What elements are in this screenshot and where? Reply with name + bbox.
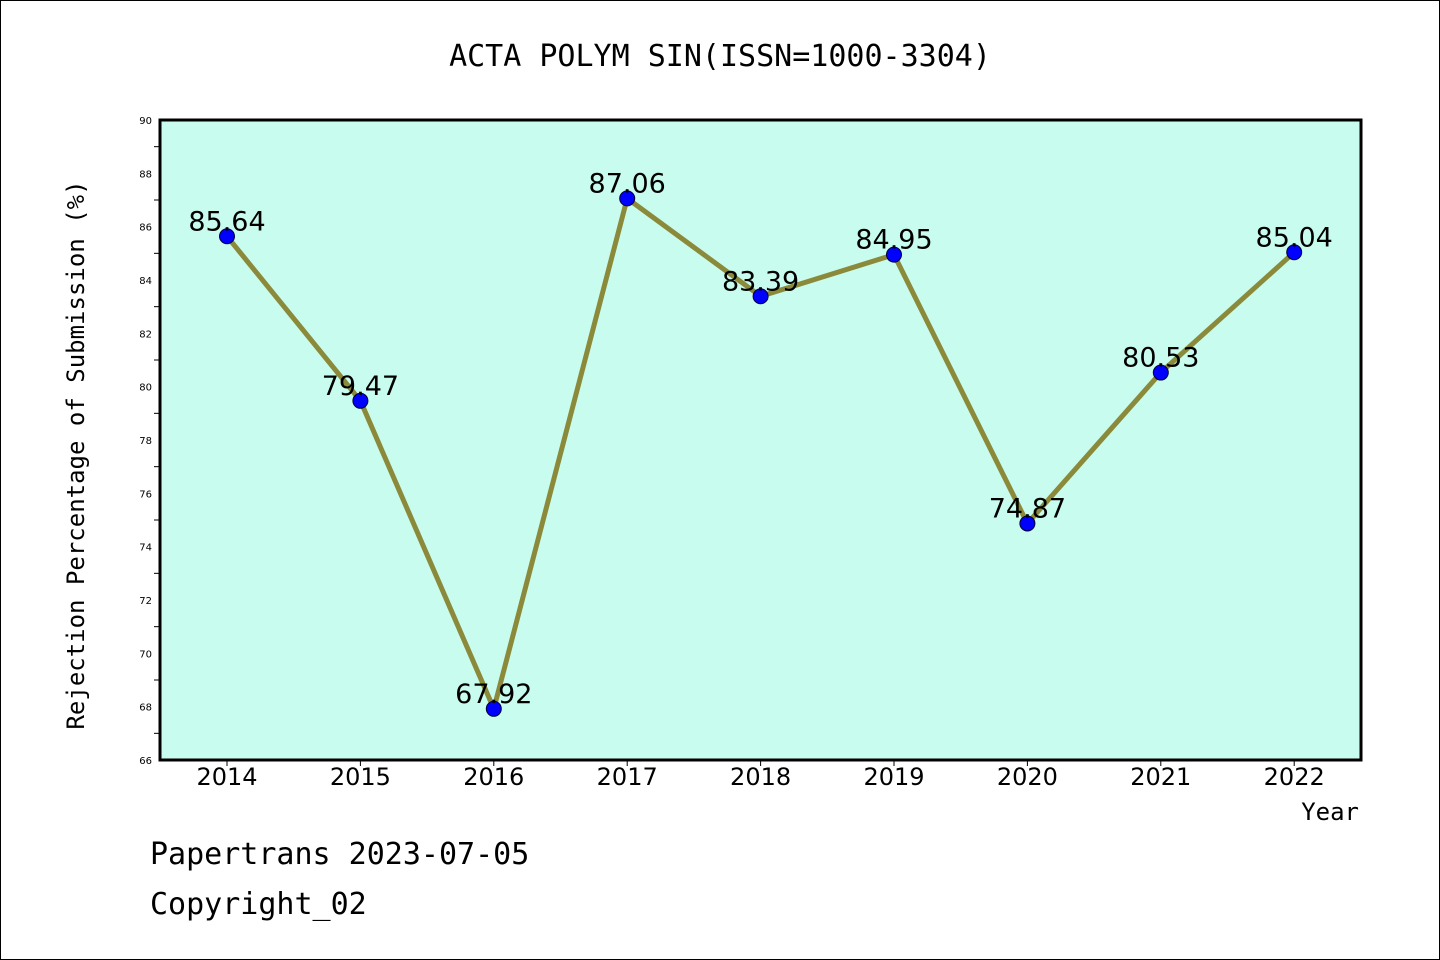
x-tick-label: 2015 [330,763,391,791]
data-label: 87.06 [589,168,666,199]
y-tick-label: 90 [139,116,152,127]
x-axis: 2014 2015 2016 2017 2018 2019 2020 2021 2022 [196,760,1325,791]
x-axis-label: Year [1301,798,1359,826]
data-label: 83.39 [722,266,799,297]
y-tick-label: 74 [139,543,152,554]
x-tick-label: 2022 [1264,763,1325,791]
data-point [619,190,636,207]
data-label: 84.95 [855,225,932,256]
y-tick-label: 70 [139,649,152,660]
x-tick-label: 2016 [463,763,524,791]
x-tick-label: 2014 [196,763,257,791]
y-tick-label: 82 [139,329,152,340]
data-label: 79.47 [322,371,399,402]
plot-area [158,118,1363,762]
footer-copyright: Copyright_02 [150,887,367,922]
y-axis: 66 68 70 72 74 76 78 80 82 84 86 88 90 [139,116,160,767]
data-point [352,392,369,409]
data-point [1152,364,1169,381]
y-tick-label: 66 [139,756,152,767]
data-label: 80.53 [1122,343,1199,374]
chart-title: ACTA POLYM SIN(ISSN=1000-3304) [449,39,991,74]
y-axis-label: Rejection Percentage of Submission (%) [62,180,90,729]
data-point [1286,244,1303,261]
x-tick-label: 2019 [863,763,924,791]
x-tick-label: 2020 [997,763,1058,791]
y-tick-label: 72 [139,596,152,607]
data-point [485,700,502,717]
data-point [1019,515,1036,532]
y-tick-label: 68 [139,703,152,714]
data-point [886,246,902,263]
data-labels: 85.64 79.47 67.92 87.06 83.39 84.95 74.87 80.53… [188,168,1332,709]
data-label: 74.87 [989,493,1066,524]
x-tick-label: 2018 [730,763,791,791]
data-label: 85.04 [1256,222,1333,253]
x-tick-label: 2021 [1130,763,1191,791]
y-tick-label: 86 [139,223,152,234]
x-tick-label: 2017 [597,763,658,791]
data-label: 67.92 [455,679,532,710]
y-tick-label: 88 [139,169,152,180]
footer-source: Papertrans 2023-07-05 [150,837,529,872]
y-tick-label: 78 [139,436,152,447]
data-label: 85.64 [188,206,265,237]
data-point [219,228,235,245]
y-tick-label: 84 [139,276,152,287]
y-tick-label: 80 [139,383,152,394]
data-point [752,288,769,305]
series-line [219,190,1303,717]
y-tick-label: 76 [139,489,152,500]
